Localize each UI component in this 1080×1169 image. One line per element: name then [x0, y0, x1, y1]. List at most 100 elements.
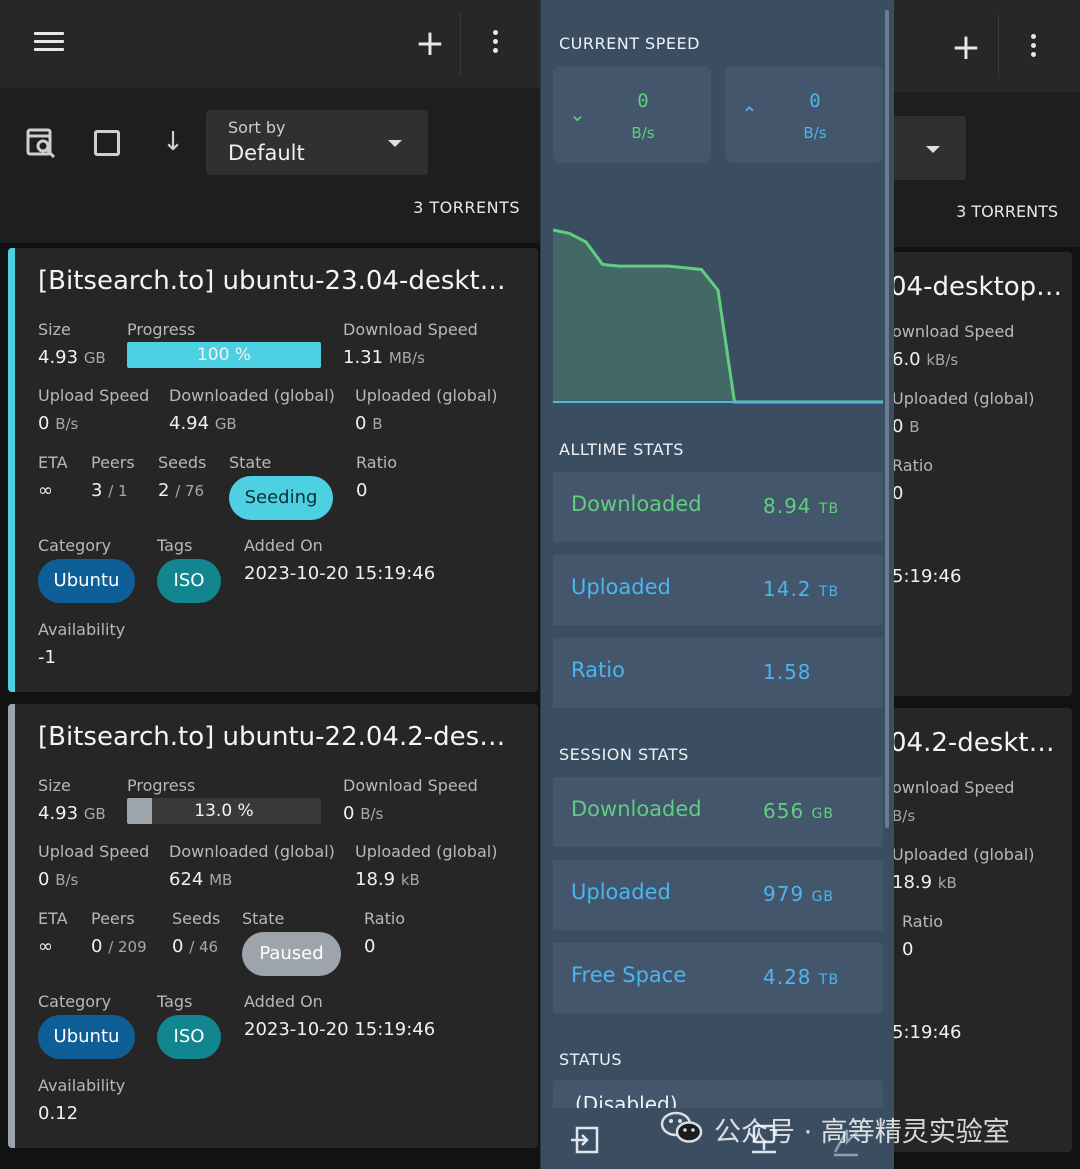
- stat-label: Downloaded: [571, 797, 702, 821]
- upload-speed-value: 0: [38, 413, 50, 434]
- alltime-stats-title: ALLTIME STATS: [559, 440, 684, 459]
- caret-down-icon: [388, 140, 402, 147]
- peers-value: 0: [91, 936, 103, 957]
- stat-label: Free Space: [571, 963, 687, 987]
- ratio-value: 0: [356, 480, 368, 501]
- download-speed-field: ownload Speed 6.0 kB/s: [892, 322, 1014, 370]
- add-torrent-button[interactable]: +: [950, 27, 982, 68]
- downloaded-global-label: Downloaded (global): [169, 842, 335, 861]
- state-chip[interactable]: Paused: [242, 932, 341, 976]
- size-unit: GB: [83, 349, 106, 367]
- uploaded-global-value: 18.9: [355, 869, 396, 890]
- session-downloaded: Downloaded 656 GB: [553, 777, 883, 847]
- uploaded-global-label: Uploaded (global): [355, 842, 498, 861]
- add-torrent-button[interactable]: +: [414, 23, 446, 64]
- eta-label: ETA: [38, 453, 68, 472]
- chevron-down-icon: ⌄: [569, 102, 586, 126]
- downloaded-global-field: Downloaded (global) 624 MB: [169, 842, 335, 890]
- eta-value: ∞: [38, 936, 53, 957]
- select-all-checkbox[interactable]: [94, 130, 120, 156]
- uploaded-global-unit: kB: [937, 874, 957, 892]
- torrent-card[interactable]: [Bitsearch.to] ubuntu-22.04.2-deskt… Siz…: [8, 704, 538, 1148]
- download-speed-label: ownload Speed: [892, 322, 1015, 341]
- download-speed-value: 1.31: [343, 347, 384, 368]
- wechat-logo-icon: [660, 1111, 703, 1143]
- progress-bar: 13.0 %: [127, 798, 321, 824]
- torrent-name: 04-desktop…: [890, 272, 1063, 302]
- uploaded-global-value: 18.9: [892, 872, 933, 893]
- peers-total: / 209: [108, 938, 147, 956]
- more-options-icon[interactable]: [480, 30, 510, 60]
- watermark: 公众号 · 高等精灵实验室: [660, 1108, 1060, 1150]
- download-speed-unit: B/s: [631, 124, 655, 142]
- seeds-label: Seeds: [172, 909, 221, 928]
- network-icon[interactable]: [749, 1122, 779, 1156]
- sort-label: Sort by: [228, 118, 286, 137]
- downloaded-global-value: 4.94: [169, 413, 210, 434]
- tag-chip[interactable]: ISO: [157, 1015, 221, 1059]
- stat-unit: TB: [818, 584, 840, 600]
- torrent-name: [Bitsearch.to] ubuntu-22.04.2-deskt…: [38, 722, 518, 752]
- download-speed-field: ownload Speed B/s: [892, 778, 1014, 826]
- uploaded-global-value: 0: [355, 413, 367, 434]
- size-field: Size 4.93 GB: [38, 320, 106, 368]
- download-speed-card: ⌄ 0 B/s: [553, 66, 711, 163]
- upload-speed-unit: B/s: [55, 415, 79, 433]
- logout-icon[interactable]: [569, 1126, 599, 1154]
- ratio-field: Ratio 0: [892, 456, 933, 504]
- category-chip[interactable]: Ubuntu: [38, 1015, 135, 1059]
- speed-limit-icon[interactable]: [831, 1124, 861, 1158]
- stat-value: 1.58: [763, 660, 812, 684]
- filter-toolbar: ↓ Sort by Default 3 TORRENTS: [0, 88, 540, 243]
- progress-field: Progress: [127, 776, 195, 795]
- uploaded-global-unit: B: [909, 418, 920, 436]
- state-chip[interactable]: Seeding: [229, 476, 333, 520]
- uploaded-global-field: Uploaded (global) 0 B: [355, 386, 497, 434]
- uploaded-global-value: 0: [892, 416, 904, 437]
- state-label: State: [229, 453, 272, 472]
- more-options-icon[interactable]: [1018, 34, 1048, 64]
- progress-bar: 100 %: [127, 342, 321, 368]
- download-speed-value: 0: [637, 90, 649, 112]
- tag-chip[interactable]: ISO: [157, 559, 221, 603]
- size-label: Size: [38, 776, 71, 795]
- torrent-count: 3 TORRENTS: [413, 198, 520, 217]
- divider: [998, 14, 999, 78]
- ratio-field: Ratio 0: [356, 453, 397, 501]
- sort-direction-icon[interactable]: ↓: [162, 127, 184, 157]
- stat-unit: TB: [818, 972, 840, 988]
- peers-value: 3: [91, 480, 103, 501]
- added-on-value: 5:19:46: [892, 1022, 962, 1043]
- availability-label: Availability: [38, 1076, 126, 1095]
- speed-history-graph: [553, 228, 883, 404]
- ratio-label: Ratio: [364, 909, 406, 928]
- category-chip[interactable]: Ubuntu: [38, 559, 135, 603]
- download-speed-label: ownload Speed: [892, 778, 1015, 797]
- filter-search-icon[interactable]: [26, 128, 56, 158]
- category-field: Category: [38, 536, 111, 555]
- seeds-field: Seeds 0 / 46: [172, 909, 220, 957]
- category-label: Category: [38, 992, 112, 1011]
- alltime-downloaded: Downloaded 8.94 TB: [553, 472, 883, 542]
- watermark-text: 公众号 · 高等精灵实验室: [714, 1117, 1010, 1148]
- status-accent-bar: [8, 704, 15, 1148]
- ratio-value: 0: [364, 936, 376, 957]
- sort-select[interactable]: Sort by Default: [206, 110, 428, 175]
- peers-field: Peers 0 / 209: [91, 909, 147, 957]
- peers-label: Peers: [91, 453, 135, 472]
- downloaded-global-field: Downloaded (global) 4.94 GB: [169, 386, 335, 434]
- stat-unit: GB: [811, 806, 834, 822]
- main-screen: + ↓ Sort by Default 3 TORRENTS [Bitsearc…: [0, 0, 540, 1148]
- stat-unit: TB: [818, 501, 840, 517]
- uploaded-global-field: Uploaded (global) 18.9 kB: [892, 845, 1034, 893]
- scrollbar[interactable]: [885, 10, 889, 828]
- upload-speed-field: Upload Speed 0 B/s: [38, 842, 149, 890]
- ratio-label: Ratio: [356, 453, 398, 472]
- stat-label: Ratio: [571, 658, 625, 682]
- torrent-card[interactable]: [Bitsearch.to] ubuntu-23.04-desktop… Siz…: [8, 248, 538, 692]
- download-speed-label: Download Speed: [343, 320, 478, 339]
- hamburger-menu-icon[interactable]: [34, 32, 64, 56]
- download-speed-area: [553, 230, 883, 402]
- stat-value: 8.94: [763, 494, 812, 518]
- availability-value: 0.12: [38, 1103, 79, 1124]
